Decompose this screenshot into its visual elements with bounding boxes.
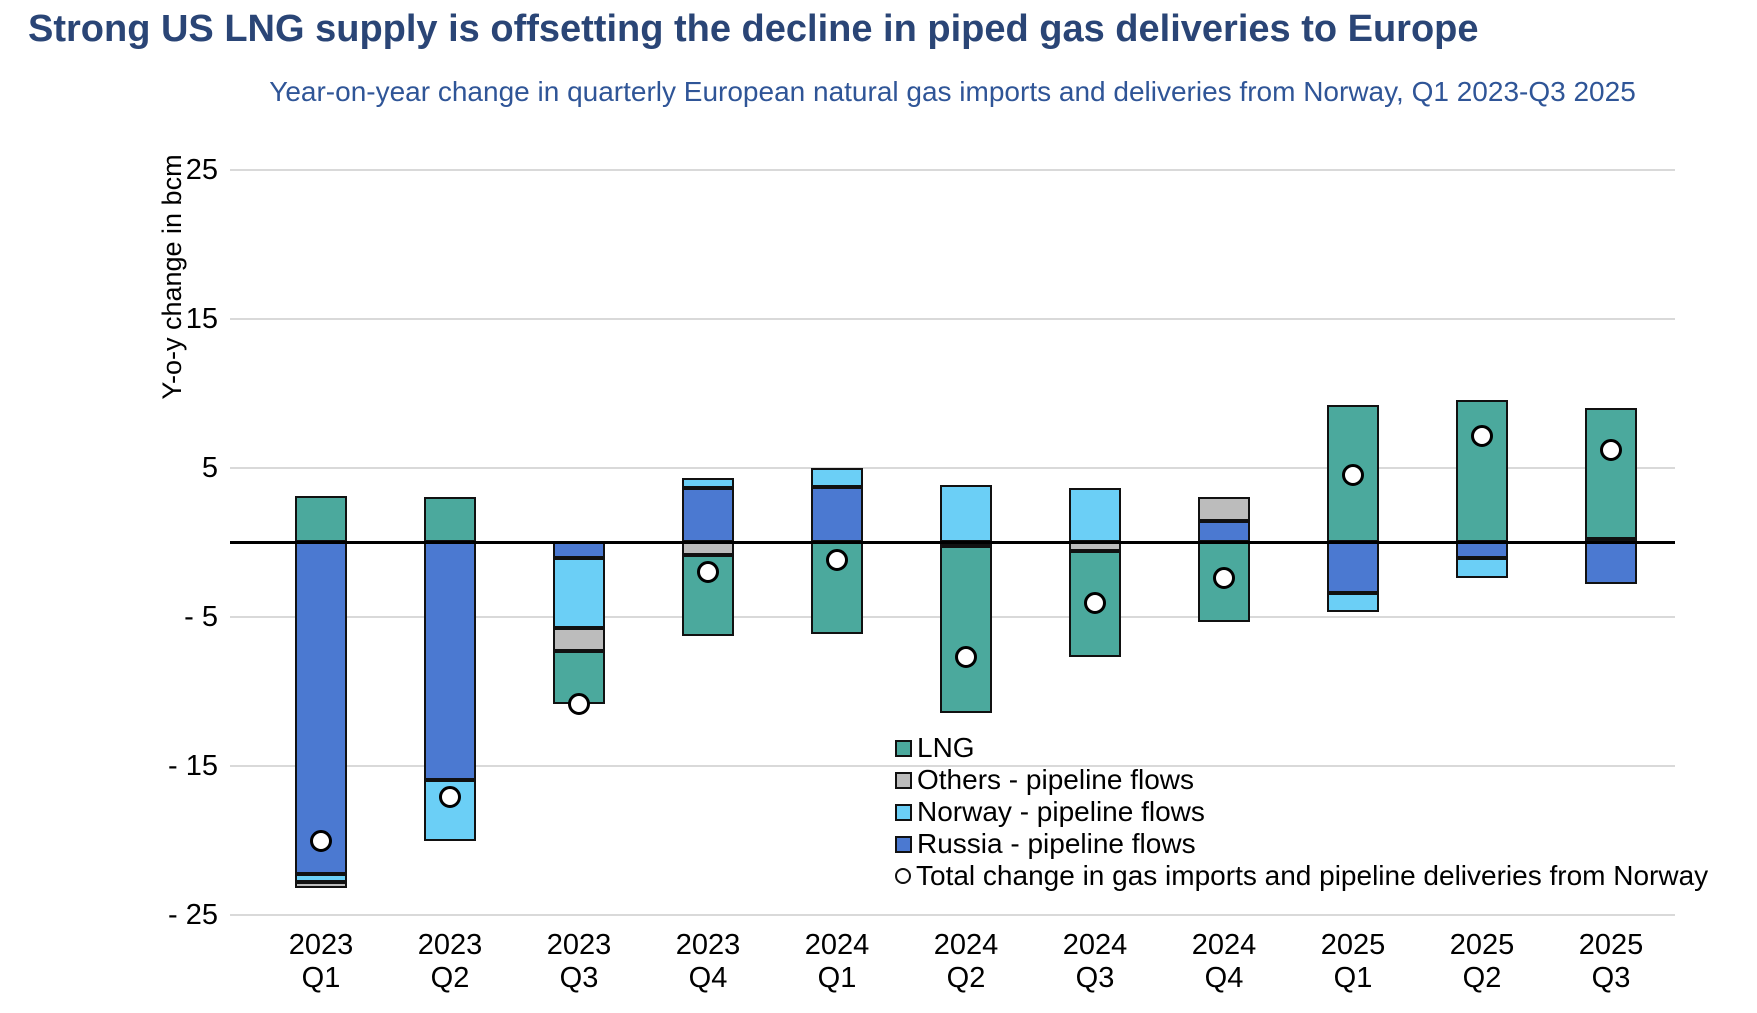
bar-segment-norway-2024Q2 (940, 485, 992, 542)
bar-segment-norway-2025Q1 (1327, 592, 1379, 613)
bar-segment-norway-2023Q1 (295, 874, 347, 882)
bar-segment-russia-2023Q3 (553, 542, 605, 559)
bar-segment-russia-2023Q2 (424, 542, 476, 781)
y-tick-label: - 15 (168, 749, 218, 782)
total-marker-2023Q1 (310, 830, 332, 853)
gridline-y-25 (230, 913, 1675, 916)
y-tick-label: 5 (201, 451, 218, 484)
series-swatch-icon (895, 803, 912, 821)
y-tick-label: - 5 (184, 600, 218, 633)
legend-label: Norway - pipeline flows (917, 796, 1205, 827)
bar-segment-russia-2023Q4 (682, 488, 734, 542)
bar-segment-others-2023Q3 (553, 628, 605, 651)
total-marker-2024Q2 (955, 645, 977, 668)
total-marker-2025Q2 (1471, 425, 1493, 448)
legend-label: Total change in gas imports and pipeline… (916, 860, 1709, 891)
x-axis-label-2025Q2: 2025 Q2 (1449, 929, 1515, 994)
bar-segment-others-2024Q4 (1198, 497, 1250, 522)
legend-label: LNG (917, 732, 975, 763)
total-marker-2024Q1 (826, 548, 848, 571)
gridline-y-15 (230, 764, 1675, 767)
x-axis-label-2024Q2: 2024 Q2 (933, 929, 999, 994)
x-axis-label-2023Q3: 2023 Q3 (546, 929, 612, 994)
chart-legend: LNG Others - pipeline flows Norway - pipel… (895, 732, 1708, 892)
bar-segment-norway-2023Q4 (682, 477, 734, 489)
legend-item-4: Total change in gas imports and pipeline… (895, 860, 1708, 892)
total-marker-2023Q4 (697, 560, 719, 583)
x-axis-label-2023Q1: 2023 Q1 (288, 929, 354, 994)
bar-segment-lng-2025Q1 (1327, 404, 1379, 542)
legend-label: Russia - pipeline flows (917, 828, 1196, 859)
bar-segment-russia-2025Q1 (1327, 542, 1379, 593)
bar-segment-others-2023Q4 (682, 542, 734, 556)
y-tick-label: - 25 (168, 898, 218, 931)
gridline-y25 (230, 168, 1675, 171)
bar-segment-lng-2023Q1 (295, 495, 347, 542)
total-marker-2024Q4 (1213, 566, 1235, 589)
bar-segment-norway-2024Q1 (811, 467, 863, 487)
bar-segment-russia-2025Q3 (1585, 542, 1637, 584)
gridline-y15 (230, 317, 1675, 320)
series-swatch-icon (895, 835, 912, 853)
page-title: Strong US LNG supply is offsetting the d… (28, 8, 1479, 50)
bar-segment-norway-2025Q2 (1456, 558, 1508, 578)
chart-subtitle: Year-on-year change in quarterly Europea… (269, 76, 1636, 107)
bar-segment-russia-2024Q4 (1198, 521, 1250, 542)
series-swatch-icon (895, 771, 912, 789)
legend-item-1: Others - pipeline flows (895, 764, 1708, 796)
x-axis-label-2023Q2: 2023 Q2 (417, 929, 483, 994)
bar-segment-lng-2025Q2 (1456, 400, 1508, 542)
total-marker-2025Q3 (1600, 438, 1622, 461)
open-circle-marker-icon (895, 868, 911, 884)
legend-label: Others - pipeline flows (917, 764, 1195, 795)
bar-segment-lng-2023Q4 (682, 555, 734, 636)
y-tick-label: 25 (185, 153, 218, 186)
bar-segment-lng-2024Q2 (940, 546, 992, 714)
bar-segment-russia-2024Q1 (811, 486, 863, 542)
total-marker-2024Q3 (1084, 592, 1106, 615)
y-tick-label: 15 (185, 302, 218, 335)
x-axis-label-2024Q3: 2024 Q3 (1062, 929, 1128, 994)
total-marker-2023Q3 (568, 693, 590, 716)
bar-segment-norway-2023Q3 (553, 558, 605, 629)
legend-item-3: Russia - pipeline flows (895, 828, 1708, 860)
x-axis-label-2025Q3: 2025 Q3 (1578, 929, 1644, 994)
bar-segment-others-2023Q1 (295, 881, 347, 888)
bar-segment-russia-2023Q1 (295, 542, 347, 875)
x-axis-label-2023Q4: 2023 Q4 (675, 929, 741, 994)
x-axis-label-2025Q1: 2025 Q1 (1320, 929, 1386, 994)
bar-segment-lng-2023Q2 (424, 497, 476, 542)
bar-segment-norway-2024Q3 (1069, 488, 1121, 542)
legend-item-0: LNG (895, 732, 1708, 764)
zero-line (230, 541, 1675, 544)
bar-segment-lng-2025Q3 (1585, 407, 1637, 539)
total-marker-2025Q1 (1342, 463, 1364, 486)
gridline-y5 (230, 466, 1675, 469)
x-axis-label-2024Q4: 2024 Q4 (1191, 929, 1257, 994)
bar-segment-russia-2025Q2 (1456, 542, 1508, 559)
bar-segment-lng-2023Q3 (553, 650, 605, 705)
legend-item-2: Norway - pipeline flows (895, 796, 1708, 828)
bar-segment-lng-2024Q1 (811, 542, 863, 635)
total-marker-2023Q2 (439, 785, 461, 808)
series-swatch-icon (895, 739, 912, 757)
x-axis-label-2024Q1: 2024 Q1 (804, 929, 870, 994)
